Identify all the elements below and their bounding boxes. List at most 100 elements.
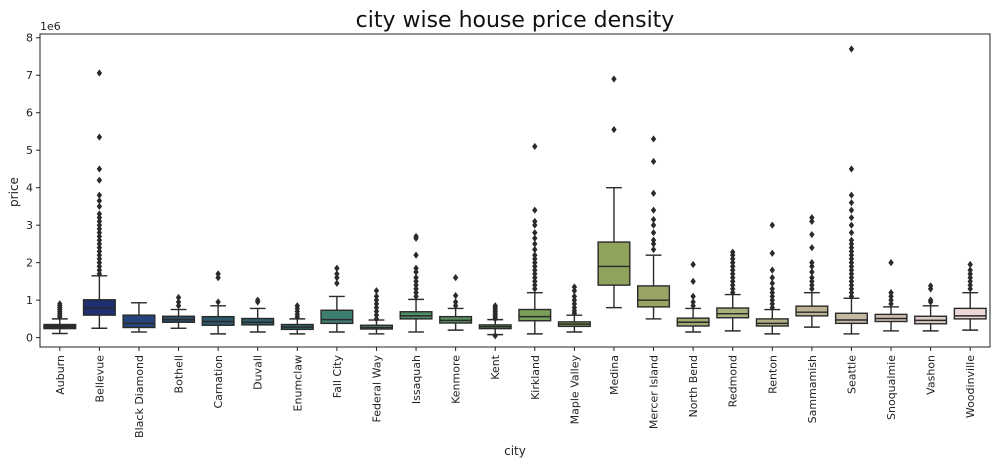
outlier-point bbox=[730, 270, 736, 278]
outlier-point bbox=[571, 300, 578, 308]
outlier-point bbox=[96, 255, 103, 263]
outlier-point bbox=[848, 229, 855, 237]
outlier-point bbox=[571, 287, 578, 295]
outlier-point bbox=[650, 236, 657, 244]
outlier-point bbox=[96, 202, 103, 211]
y-tick-label: 2 bbox=[26, 257, 33, 270]
outlier-point bbox=[215, 274, 221, 282]
outlier-point bbox=[532, 229, 538, 237]
outlier-point bbox=[57, 300, 63, 308]
outlier-point bbox=[611, 125, 617, 134]
outlier-point bbox=[848, 270, 855, 278]
outlier-point bbox=[96, 217, 103, 226]
outlier-point bbox=[334, 274, 340, 282]
outlier-point bbox=[413, 232, 419, 241]
outlier-point bbox=[927, 296, 934, 304]
outlier-point bbox=[769, 221, 775, 229]
outlier-point bbox=[888, 296, 894, 304]
y-tick-label: 7 bbox=[26, 69, 33, 82]
outlier-point bbox=[809, 277, 815, 286]
outlier-point bbox=[571, 283, 578, 291]
outlier-point bbox=[294, 302, 300, 310]
outlier-point bbox=[413, 268, 419, 276]
box-medina: Medina bbox=[597, 75, 631, 395]
outlier-point bbox=[255, 296, 261, 304]
outlier-point bbox=[888, 259, 894, 267]
outlier-point bbox=[730, 281, 736, 289]
outlier-point bbox=[848, 255, 855, 263]
plot-frame bbox=[39, 33, 991, 348]
outlier-point bbox=[730, 277, 736, 286]
x-tick-label: Kirkland bbox=[529, 355, 542, 400]
box-kenmore: Kenmore bbox=[439, 274, 473, 404]
outlier-point bbox=[888, 300, 894, 308]
outlier-point bbox=[848, 274, 855, 282]
box-snoqualmie: Snoqualmie bbox=[874, 259, 908, 420]
box-iqr bbox=[953, 307, 987, 320]
outlier-point bbox=[532, 142, 538, 151]
box-seattle: Seattle bbox=[834, 45, 868, 394]
outlier-point bbox=[730, 266, 736, 274]
outlier-point bbox=[175, 298, 182, 306]
x-tick-label: Duvall bbox=[252, 355, 265, 390]
outlier-point bbox=[175, 302, 182, 310]
outlier-point bbox=[650, 189, 657, 197]
outlier-point bbox=[690, 260, 696, 269]
x-tick-label: Vashon bbox=[925, 355, 938, 395]
outlier-point bbox=[650, 135, 657, 143]
outlier-point bbox=[730, 285, 736, 293]
outlier-point bbox=[532, 240, 538, 248]
outlier-point bbox=[452, 292, 459, 300]
box-kirkland: Kirkland bbox=[518, 142, 552, 400]
outlier-point bbox=[848, 247, 855, 256]
outlier-point bbox=[373, 287, 380, 295]
y-tick-label: 8 bbox=[26, 32, 33, 45]
outlier-point bbox=[848, 281, 855, 289]
outlier-point bbox=[96, 197, 103, 205]
outlier-point bbox=[650, 206, 657, 214]
outlier-point bbox=[532, 274, 538, 282]
outlier-point bbox=[571, 292, 578, 300]
outlier-point bbox=[967, 270, 973, 278]
outlier-point bbox=[334, 270, 340, 278]
outlier-point bbox=[769, 289, 775, 297]
outlier-point bbox=[96, 240, 103, 248]
outlier-point bbox=[532, 270, 538, 278]
box-fall-city: Fall City bbox=[320, 264, 354, 398]
outlier-point bbox=[334, 264, 340, 272]
outlier-point bbox=[532, 221, 538, 229]
box-iqr bbox=[597, 241, 631, 286]
y-tick-label: 6 bbox=[26, 107, 33, 120]
outlier-point bbox=[848, 165, 855, 173]
x-tick-label: North Bend bbox=[687, 355, 700, 418]
y-tick-label: 0 bbox=[26, 332, 33, 345]
y-tick-label: 5 bbox=[26, 144, 33, 157]
outlier-point bbox=[413, 274, 419, 282]
outlier-point bbox=[96, 229, 103, 237]
outlier-point bbox=[769, 274, 775, 282]
outlier-point bbox=[809, 230, 815, 239]
outlier-point bbox=[848, 206, 855, 214]
x-tick-label: Redmond bbox=[727, 355, 740, 407]
box-enumclaw: Enumclaw bbox=[280, 302, 314, 411]
outlier-point bbox=[769, 279, 775, 287]
outlier-point bbox=[848, 236, 855, 244]
outlier-point bbox=[967, 260, 973, 269]
outlier-point bbox=[809, 281, 815, 289]
y-tick-label: 3 bbox=[26, 219, 33, 232]
outlier-point bbox=[452, 274, 459, 282]
x-tick-label: Maple Valley bbox=[568, 355, 581, 425]
outlier-point bbox=[96, 165, 103, 173]
box-redmond: Redmond bbox=[716, 248, 750, 407]
outlier-point bbox=[96, 210, 103, 218]
outlier-point bbox=[215, 298, 221, 306]
outlier-point bbox=[848, 289, 855, 297]
x-tick-label: Kent bbox=[489, 354, 502, 379]
outlier-point bbox=[96, 247, 103, 256]
outlier-point bbox=[532, 277, 538, 286]
outlier-point bbox=[413, 292, 419, 300]
outlier-point bbox=[373, 300, 380, 308]
outlier-point bbox=[769, 292, 775, 300]
outlier-point bbox=[848, 221, 855, 229]
